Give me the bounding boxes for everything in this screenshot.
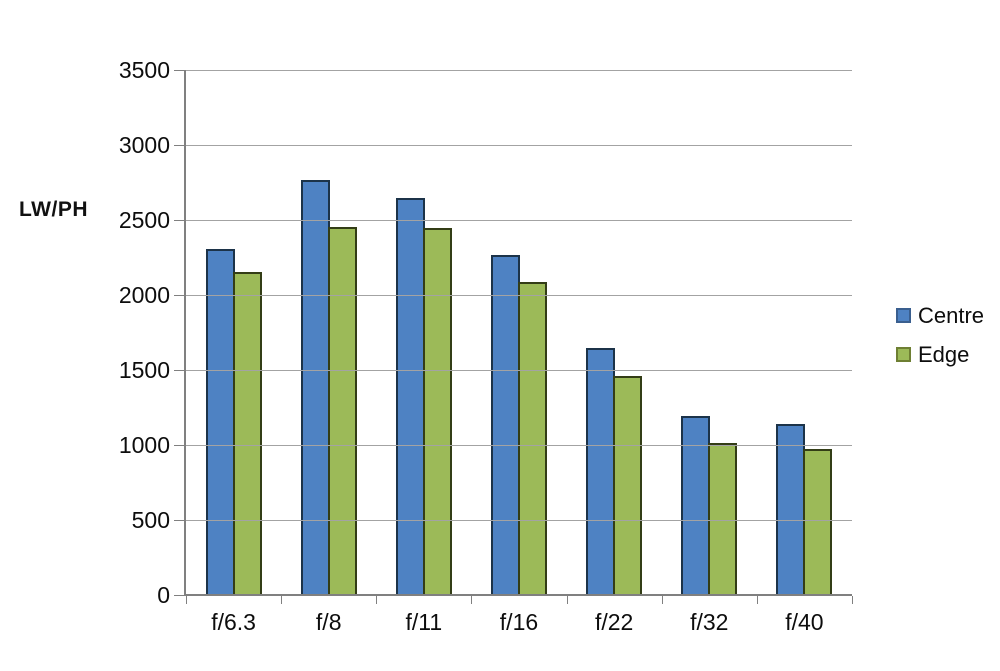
bar-edge [708,442,738,595]
bar-groups [186,70,852,595]
bar-group [471,70,566,595]
x-axis-category-label: f/11 [405,609,443,635]
x-axis-category-label: f/32 [690,609,729,635]
y-tick [174,445,184,446]
y-tick [174,145,184,146]
x-axis-line [184,594,852,596]
bar-centre [681,415,711,595]
bar-edge [517,282,547,595]
y-axis-tick-label: 2000 [118,282,170,308]
bar-edge [613,376,643,595]
gridline [186,370,852,371]
x-tick [471,596,473,604]
bar-centre [395,197,425,595]
legend-item-edge: Edge [896,342,984,367]
plot-area [174,70,852,596]
bar-centre [776,424,806,595]
bar-edge [803,448,833,595]
gridline [186,70,852,71]
y-axis-tick-label: 2500 [118,207,170,233]
legend-label-edge: Edge [918,342,970,367]
y-axis-tick-label: 1500 [118,357,170,383]
legend-swatch-centre [896,308,911,323]
gridline [186,445,852,446]
y-axis-tick-label: 3500 [118,57,170,83]
legend-item-centre: Centre [896,303,984,328]
y-tick [174,220,184,221]
bar-centre [205,248,235,595]
bar-group [662,70,757,595]
gridline [186,145,852,146]
bar-group [281,70,376,595]
bar-edge [422,227,452,595]
y-tick [174,70,184,71]
y-axis-tick-label: 500 [131,507,170,533]
x-axis-category-label: f/22 [594,609,634,635]
y-axis-tick-label: 3000 [118,132,170,158]
y-tick [174,595,184,596]
x-tick [756,596,758,604]
bar-edge [327,226,357,595]
bar-group [376,70,471,595]
x-tick [852,596,853,604]
y-tick [174,370,184,371]
gridline [186,520,852,521]
y-axis-tick-label: 0 [157,582,170,608]
bar-group [567,70,662,595]
y-tick [174,295,184,296]
legend: Centre Edge [896,303,984,381]
x-tick [566,596,568,604]
x-tick [376,596,378,604]
y-axis-tick-label: 1000 [118,432,170,458]
bar-centre [300,179,330,595]
bar-centre [490,255,520,595]
bar-group [186,70,281,595]
y-tick [174,520,184,521]
x-tick [661,596,663,604]
gridline [186,295,852,296]
x-axis-category-label: f/6.3 [211,609,256,635]
x-tick [186,596,187,604]
gridline [186,220,852,221]
x-axis-category-label: f/8 [315,609,342,635]
bar-centre [586,347,616,595]
x-axis-category-label: f/40 [785,609,824,635]
x-axis-category-label: f/16 [499,609,539,635]
legend-swatch-edge [896,347,911,362]
x-tick [281,596,283,604]
y-axis-line [184,70,186,595]
bar-group [757,70,852,595]
bar-edge [232,271,262,595]
y-axis-title: LW/PH [19,198,88,221]
legend-label-centre: Centre [918,303,985,328]
